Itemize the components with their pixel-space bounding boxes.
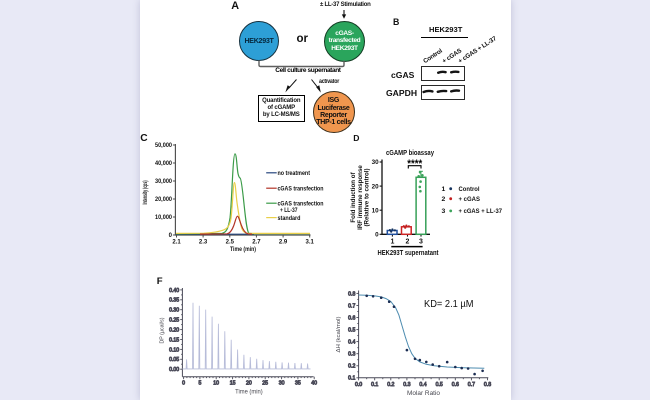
svg-text:0.00: 0.00	[169, 367, 179, 373]
svg-text:cGAMP bioassay: cGAMP bioassay	[386, 150, 434, 157]
svg-text:Control: Control	[459, 186, 480, 193]
svg-text:****: ****	[407, 158, 423, 170]
svg-text:30,000: 30,000	[155, 179, 173, 185]
svg-text:2: 2	[406, 239, 410, 246]
svg-text:standard: standard	[278, 215, 301, 222]
svg-text:40: 40	[311, 381, 317, 387]
svg-text:no treatment: no treatment	[278, 170, 311, 177]
svg-text:0.2: 0.2	[387, 382, 394, 388]
svg-text:HEK293T supernatant: HEK293T supernatant	[378, 250, 440, 257]
svg-text:0.6: 0.6	[452, 382, 459, 388]
svg-text:0.30: 0.30	[169, 308, 179, 314]
svg-text:3: 3	[442, 208, 446, 215]
svg-text:0.20: 0.20	[169, 328, 179, 334]
svg-text:0.5: 0.5	[436, 382, 443, 388]
svg-text:0: 0	[375, 232, 379, 239]
svg-text:cGAS transfection: cGAS transfection	[278, 185, 324, 192]
svg-text:0.5: 0.5	[348, 328, 355, 334]
svg-text:25: 25	[262, 381, 268, 387]
svg-text:Time (min): Time (min)	[230, 247, 256, 253]
svg-text:30: 30	[372, 159, 380, 166]
svg-text:0.7: 0.7	[348, 303, 355, 309]
svg-text:2: 2	[442, 196, 446, 203]
svg-text:Time (min): Time (min)	[235, 389, 263, 396]
svg-text:0.2: 0.2	[348, 364, 355, 370]
svg-text:5: 5	[198, 381, 201, 387]
svg-text:10: 10	[372, 207, 380, 214]
svg-text:DP (µcal/s): DP (µcal/s)	[160, 317, 166, 343]
svg-text:30: 30	[279, 381, 285, 387]
svg-text:Molar Ratio: Molar Ratio	[407, 390, 440, 397]
svg-text:cGAS transfection: cGAS transfection	[278, 200, 324, 207]
svg-text:0.35: 0.35	[169, 298, 179, 304]
svg-text:1: 1	[390, 239, 394, 246]
svg-text:0.0: 0.0	[355, 382, 362, 388]
svg-text:0: 0	[169, 233, 173, 239]
svg-text:2.3: 2.3	[199, 240, 208, 246]
svg-text:KD= 2.1 µM: KD= 2.1 µM	[424, 299, 474, 310]
svg-text:3: 3	[419, 239, 423, 246]
svg-text:0.3: 0.3	[348, 352, 355, 358]
svg-text:0.8: 0.8	[484, 382, 491, 388]
svg-text:IRF immune response: IRF immune response	[357, 165, 364, 230]
svg-text:1: 1	[442, 186, 446, 193]
svg-text:+ cGAS + LL-37: + cGAS + LL-37	[459, 208, 503, 215]
svg-text:0.3: 0.3	[403, 382, 410, 388]
svg-text:0.6: 0.6	[348, 315, 355, 321]
svg-text:0.4: 0.4	[419, 382, 426, 388]
svg-text:+ LL-37: + LL-37	[280, 207, 298, 214]
svg-text:50,000: 50,000	[155, 143, 173, 149]
svg-text:0.10: 0.10	[169, 347, 179, 353]
svg-text:35: 35	[295, 381, 301, 387]
svg-text:2.9: 2.9	[279, 240, 288, 246]
svg-text:0.8: 0.8	[348, 291, 355, 297]
svg-text:2.1: 2.1	[172, 240, 181, 246]
svg-text:+ cGAS: + cGAS	[459, 196, 481, 203]
svg-text:ΔH (kcal/mol): ΔH (kcal/mol)	[336, 316, 342, 352]
svg-text:Intensity (cps): Intensity (cps)	[143, 181, 149, 205]
svg-text:15: 15	[230, 381, 236, 387]
svg-text:10,000: 10,000	[155, 215, 173, 221]
svg-text:0: 0	[182, 381, 185, 387]
svg-text:20: 20	[246, 381, 252, 387]
svg-text:0.1: 0.1	[371, 382, 378, 388]
svg-text:20: 20	[372, 183, 380, 190]
svg-text:0.40: 0.40	[169, 288, 179, 294]
svg-text:10: 10	[213, 381, 219, 387]
svg-text:0.4: 0.4	[348, 340, 355, 346]
svg-text:Fold induction of: Fold induction of	[350, 171, 357, 222]
svg-text:0.7: 0.7	[468, 382, 475, 388]
svg-text:40,000: 40,000	[155, 161, 173, 167]
svg-text:0.1: 0.1	[348, 376, 355, 382]
svg-text:3.1: 3.1	[306, 240, 315, 246]
svg-text:(Relative to control): (Relative to control)	[363, 168, 370, 226]
svg-text:0.05: 0.05	[169, 357, 179, 363]
svg-text:0.25: 0.25	[169, 318, 179, 324]
svg-text:20,000: 20,000	[155, 197, 173, 203]
svg-text:0.15: 0.15	[169, 337, 179, 343]
svg-text:2.7: 2.7	[252, 240, 261, 246]
svg-text:2.5: 2.5	[226, 240, 235, 246]
